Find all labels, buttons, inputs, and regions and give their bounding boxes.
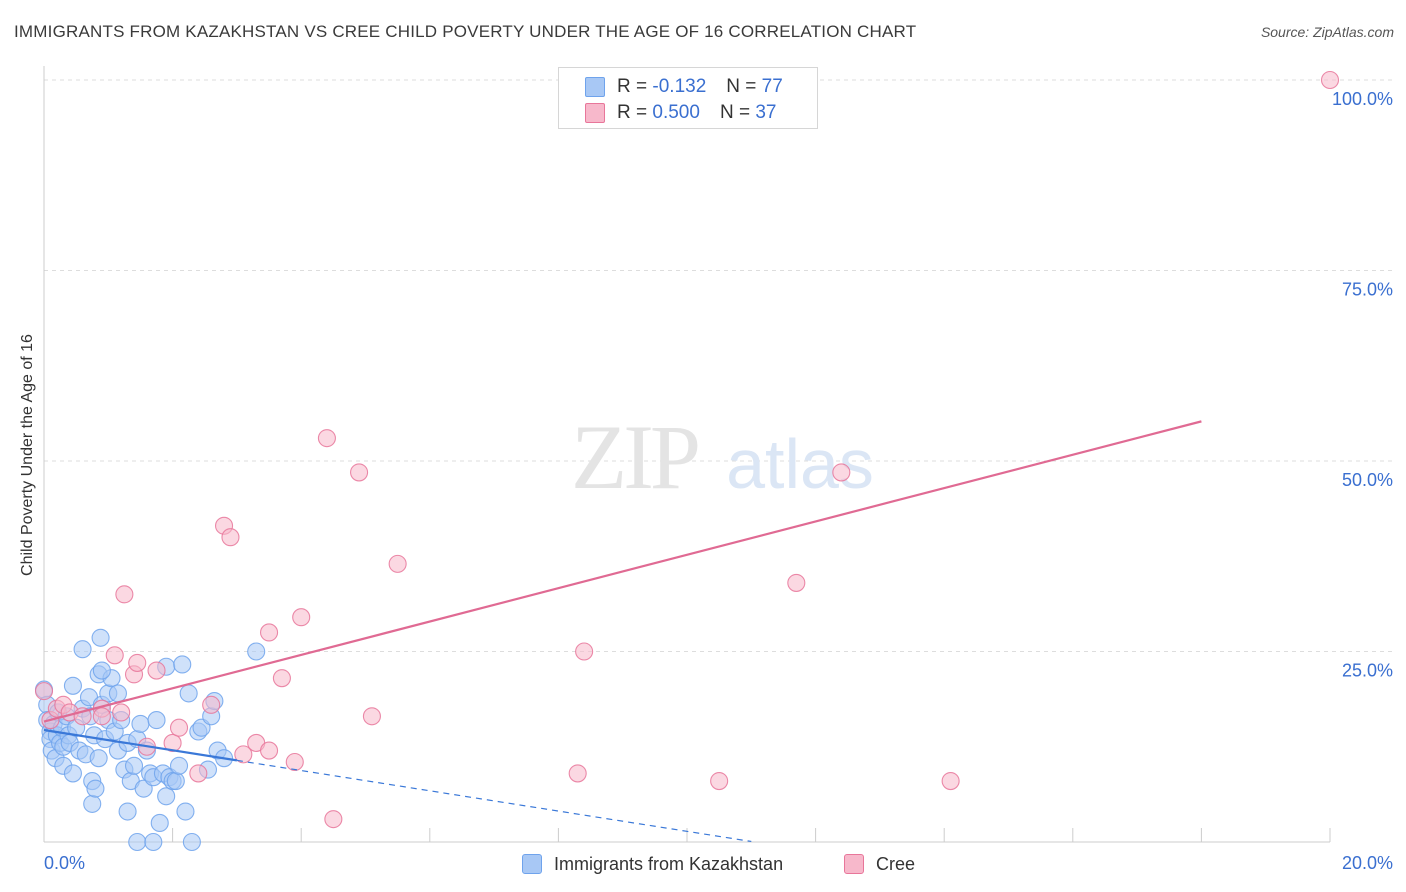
cree-point [350, 463, 369, 482]
y-tick-label: 25.0% [1342, 661, 1393, 681]
y-tick-label: 50.0% [1342, 470, 1393, 490]
cree-point [259, 623, 279, 642]
cree-point [324, 810, 343, 829]
kazakhstan-point [144, 832, 163, 852]
trend-lines [43, 420, 1202, 843]
legend-n-label: N = [719, 102, 751, 123]
grid-lines [44, 79, 1395, 652]
trend-line-kazakhstan [43, 728, 238, 762]
kazakhstan-point [124, 756, 144, 775]
cree-point [832, 463, 851, 482]
cree-point [362, 707, 381, 726]
cree-point [34, 682, 54, 701]
cree-point [112, 703, 131, 722]
cree-point [292, 608, 311, 627]
legend-n-value: 37 [755, 102, 777, 123]
source-label: Source: ZipAtlas.com [1260, 24, 1394, 40]
watermark-atlas: atlas [726, 425, 874, 503]
x-tick-label: 20.0% [1342, 853, 1393, 873]
bottom-legend-label-cree: Cree [876, 853, 916, 874]
legend-n-label: N = [726, 76, 757, 97]
kazakhstan-point [179, 684, 198, 703]
bottom-legend-label-kazakhstan: Immigrants from Kazakhstan [554, 853, 784, 874]
cree-point [388, 554, 407, 573]
kazakhstan-point [247, 642, 266, 661]
cree-point [272, 669, 291, 688]
cree-point [575, 642, 594, 661]
kazakhstan-point [169, 756, 189, 775]
bottom-legend-swatch-kazakhstan [522, 854, 542, 874]
cree-point [221, 528, 240, 547]
kazakhstan-point [86, 779, 105, 798]
kazakhstan-point [128, 832, 147, 852]
cree-point [568, 764, 587, 783]
watermark: ZIP atlas [571, 406, 874, 508]
cree-point [115, 585, 134, 604]
cree-point [163, 733, 182, 752]
trend-line-cree [43, 420, 1202, 723]
legend-r-value: 0.500 [652, 102, 700, 123]
legend-r-value: -0.132 [652, 76, 707, 97]
legend-row-cree: R = 0.500 N = 37 [585, 101, 776, 125]
legend-row-kazakhstan: R = -0.132 N = 77 [585, 75, 783, 99]
cree-point [92, 707, 111, 726]
kazakhstan-point [108, 684, 127, 703]
cree-point [787, 573, 806, 592]
bottom-legend-cree: Cree [844, 851, 915, 877]
trend-line-kazakhstan-extension [236, 759, 752, 843]
legend-swatch-cree [585, 103, 605, 123]
kazakhstan-point [89, 749, 108, 768]
cree-point [147, 661, 166, 680]
kazakhstan-point [157, 787, 176, 806]
correlation-legend: R = -0.132 N = 77 R = 0.500 N = 37 [558, 67, 818, 129]
kazakhstan-point [182, 832, 201, 852]
kazakhstan-point [150, 813, 169, 833]
kazakhstan-point [73, 640, 92, 659]
y-axis-label: Child Poverty Under the Age of 16 [19, 334, 36, 576]
cree-point [259, 741, 279, 760]
cree-point [105, 646, 124, 665]
kazakhstan-point [63, 676, 82, 695]
cree-point [234, 745, 253, 764]
kazakhstan-point [118, 802, 137, 821]
cree-point [941, 771, 960, 791]
tick-labels: 25.0% 50.0% 75.0% 100.0% 0.0% 20.0% [44, 89, 1393, 873]
legend-swatch-kazakhstan [585, 77, 605, 97]
cree-point [202, 695, 221, 714]
cree-point [285, 752, 304, 772]
watermark-zip: ZIP [571, 406, 698, 508]
cree-point [317, 429, 336, 448]
cree-point [189, 764, 208, 783]
kazakhstan-point [176, 802, 195, 821]
cree-point [710, 771, 729, 791]
legend-r-label: R = [617, 102, 648, 123]
y-tick-label: 75.0% [1342, 280, 1393, 300]
kazakhstan-point [147, 711, 166, 730]
legend-n-value: 77 [761, 76, 783, 97]
kazakhstan-point [91, 628, 110, 647]
kazakhstan-point [92, 661, 111, 680]
kazakhstan-point [63, 764, 82, 783]
cree-point [1320, 70, 1340, 90]
bottom-legend-swatch-cree [844, 854, 864, 874]
legend-r-label: R = [617, 76, 648, 97]
cree-point [169, 718, 189, 737]
bottom-legend-kazakhstan: Immigrants from Kazakhstan [522, 851, 783, 877]
kazakhstan-point [173, 655, 192, 674]
kazakhstan-point [166, 771, 185, 791]
chart-title: IMMIGRANTS FROM KAZAKHSTAN VS CREE CHILD… [14, 22, 917, 41]
kazakhstan-point [131, 714, 150, 733]
kazakhstan-point [83, 794, 102, 813]
x-tick-label: 0.0% [44, 853, 85, 873]
y-tick-label: 100.0% [1332, 89, 1393, 109]
cree-point [128, 653, 147, 672]
